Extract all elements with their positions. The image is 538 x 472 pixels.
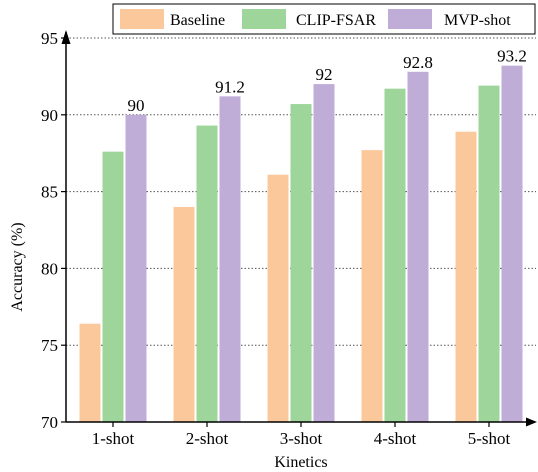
data-label: 93.2 (497, 47, 527, 66)
data-label: 90 (128, 96, 145, 115)
y-axis-title: Accuracy (%) (9, 222, 26, 311)
y-tick-label: 95 (41, 29, 58, 48)
bar-mvp-shot-2-shot (219, 96, 241, 423)
x-tick-label: 1-shot (92, 429, 135, 448)
bar-baseline-4-shot (361, 150, 383, 423)
data-labels: 90 91.2 92 92.8 93.2 (128, 47, 527, 115)
bars (79, 65, 523, 423)
bar-clip-fsar-5-shot (478, 85, 500, 422)
bar-baseline-1-shot (79, 323, 101, 422)
legend: Baseline CLIP-FSAR MVP-shot (112, 3, 536, 35)
bar-mvp-shot-1-shot (125, 114, 147, 423)
data-label: 92 (316, 65, 333, 84)
bar-clip-fsar-1-shot (102, 151, 124, 422)
y-tick-label: 80 (41, 259, 58, 278)
bar-baseline-5-shot (455, 131, 477, 423)
y-tick-label: 70 (41, 413, 58, 432)
bar-clip-fsar-3-shot (290, 104, 312, 422)
bar-baseline-3-shot (267, 174, 289, 422)
axes: 70 75 80 85 90 95 1-shot 2-shot 3-shot 4-shot 5-sh… (41, 29, 537, 448)
bar-baseline-2-shot (173, 206, 195, 422)
data-label: 92.8 (403, 53, 433, 72)
y-tick-label: 90 (41, 106, 58, 125)
legend-swatch-baseline (120, 9, 164, 29)
bar-clip-fsar-2-shot (196, 125, 218, 422)
y-axis-arrow (61, 30, 71, 44)
legend-label: MVP-shot (444, 12, 511, 29)
data-label: 91.2 (215, 77, 245, 96)
x-tick-label: 4-shot (374, 429, 417, 448)
legend-label: CLIP-FSAR (296, 12, 376, 29)
x-tick-label: 2-shot (186, 429, 229, 448)
x-tick-label: 5-shot (468, 429, 511, 448)
bar-clip-fsar-4-shot (384, 88, 406, 423)
legend-label: Baseline (170, 12, 225, 29)
x-axis-title: Kinetics (274, 454, 327, 471)
legend-box (112, 3, 536, 35)
y-tick-label: 85 (41, 183, 58, 202)
bar-mvp-shot-3-shot (313, 84, 335, 422)
x-tick-label: 3-shot (280, 429, 323, 448)
bar-mvp-shot-4-shot (407, 71, 429, 423)
x-axis-arrow (526, 417, 537, 427)
bar-mvp-shot-5-shot (501, 65, 523, 422)
legend-swatch-mvp-shot (388, 9, 432, 29)
legend-swatch-clip-fsar (242, 9, 286, 29)
y-tick-label: 75 (41, 336, 58, 355)
